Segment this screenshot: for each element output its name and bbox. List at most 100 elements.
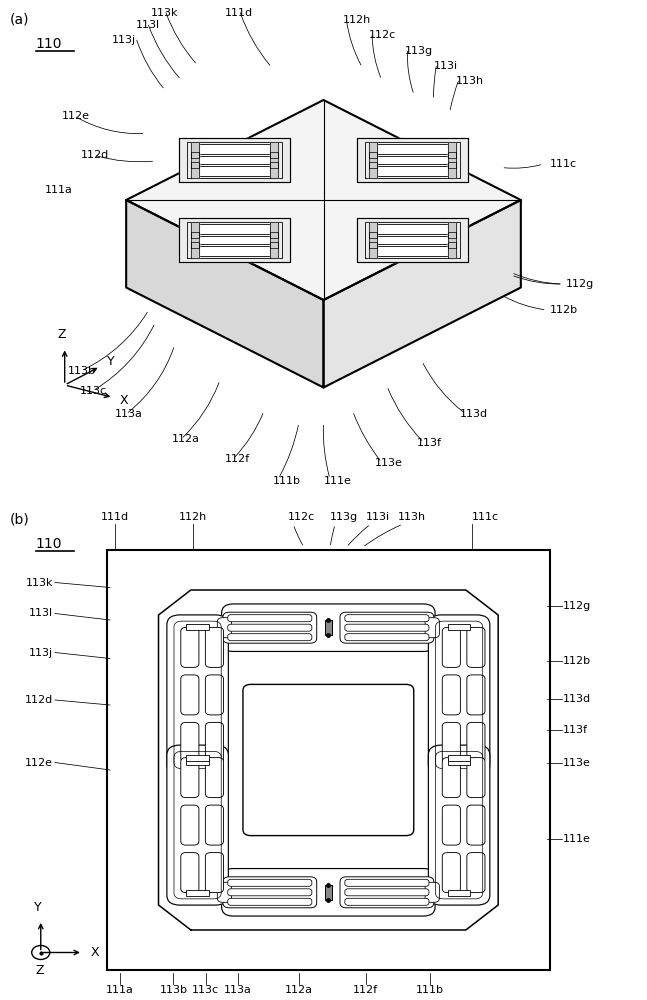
Text: 113d: 113d	[459, 409, 487, 419]
Bar	[186, 890, 209, 896]
FancyBboxPatch shape	[340, 612, 434, 643]
Polygon shape	[192, 152, 199, 168]
FancyBboxPatch shape	[217, 882, 232, 902]
Polygon shape	[192, 164, 278, 176]
FancyBboxPatch shape	[221, 604, 435, 651]
Polygon shape	[369, 222, 377, 238]
FancyBboxPatch shape	[345, 615, 429, 622]
Text: Z: Z	[35, 964, 44, 977]
FancyBboxPatch shape	[228, 889, 312, 896]
Text: 113h: 113h	[398, 512, 426, 522]
FancyBboxPatch shape	[228, 634, 312, 641]
FancyBboxPatch shape	[228, 879, 312, 886]
Polygon shape	[270, 222, 278, 238]
FancyBboxPatch shape	[205, 758, 223, 798]
Text: 113h: 113h	[456, 76, 484, 86]
FancyBboxPatch shape	[443, 627, 461, 667]
Bar	[186, 624, 209, 630]
Text: 113j: 113j	[112, 35, 136, 45]
FancyBboxPatch shape	[345, 898, 429, 905]
Polygon shape	[369, 144, 455, 156]
Text: Z: Z	[57, 328, 66, 342]
Polygon shape	[448, 232, 455, 248]
FancyBboxPatch shape	[467, 675, 485, 715]
Polygon shape	[448, 222, 455, 238]
Text: 111c: 111c	[472, 512, 499, 522]
Text: 113l: 113l	[135, 20, 160, 30]
Text: 113f: 113f	[563, 725, 588, 735]
Polygon shape	[192, 154, 278, 166]
Polygon shape	[369, 152, 377, 168]
Text: 113i: 113i	[366, 512, 389, 522]
FancyBboxPatch shape	[345, 634, 429, 641]
FancyBboxPatch shape	[443, 758, 461, 798]
FancyBboxPatch shape	[467, 805, 485, 845]
FancyBboxPatch shape	[467, 853, 485, 893]
Text: 110: 110	[36, 538, 62, 552]
Text: 112e: 112e	[61, 111, 89, 121]
Polygon shape	[192, 242, 199, 258]
Text: 113g: 113g	[404, 46, 432, 56]
Polygon shape	[369, 162, 377, 178]
FancyBboxPatch shape	[205, 627, 223, 667]
Bar	[325, 620, 332, 635]
FancyBboxPatch shape	[443, 805, 461, 845]
Text: 113a: 113a	[224, 985, 252, 995]
Polygon shape	[369, 244, 455, 256]
Text: Y: Y	[34, 901, 41, 914]
Polygon shape	[270, 242, 278, 258]
FancyBboxPatch shape	[205, 675, 223, 715]
Text: (a): (a)	[10, 12, 29, 26]
FancyBboxPatch shape	[425, 618, 439, 638]
Bar	[186, 759, 209, 765]
Text: 112f: 112f	[225, 454, 250, 464]
Text: 112f: 112f	[353, 985, 378, 995]
Text: 111a: 111a	[105, 985, 134, 995]
Text: 113l: 113l	[29, 608, 53, 618]
FancyBboxPatch shape	[205, 722, 223, 762]
Text: 112c: 112c	[288, 512, 315, 522]
FancyBboxPatch shape	[428, 745, 490, 905]
Text: 113k: 113k	[25, 578, 53, 587]
FancyBboxPatch shape	[223, 877, 317, 908]
Text: 113i: 113i	[433, 61, 457, 71]
FancyBboxPatch shape	[181, 805, 199, 845]
Polygon shape	[448, 152, 455, 168]
FancyBboxPatch shape	[217, 618, 232, 638]
Polygon shape	[448, 142, 455, 158]
Text: 112g: 112g	[566, 279, 595, 289]
Polygon shape	[270, 152, 278, 168]
FancyBboxPatch shape	[181, 675, 199, 715]
Text: 112a: 112a	[171, 434, 199, 444]
Polygon shape	[270, 162, 278, 178]
Text: 112h: 112h	[179, 512, 207, 522]
Text: 113e: 113e	[563, 758, 591, 768]
Text: 113b: 113b	[159, 985, 188, 995]
Text: 113c: 113c	[192, 985, 219, 995]
Text: 112h: 112h	[343, 15, 371, 25]
Polygon shape	[179, 218, 290, 262]
FancyBboxPatch shape	[428, 615, 490, 775]
Polygon shape	[179, 138, 290, 182]
Bar	[186, 755, 209, 761]
Text: 112e: 112e	[25, 758, 53, 768]
Polygon shape	[369, 242, 377, 258]
Text: X: X	[120, 393, 128, 406]
Text: 111b: 111b	[416, 985, 444, 995]
FancyBboxPatch shape	[223, 612, 317, 643]
Text: 113g: 113g	[330, 512, 358, 522]
Text: 113d: 113d	[563, 694, 591, 704]
Text: 113a: 113a	[115, 409, 143, 419]
Polygon shape	[192, 222, 199, 238]
FancyBboxPatch shape	[467, 758, 485, 798]
Polygon shape	[126, 100, 521, 300]
FancyBboxPatch shape	[167, 615, 228, 775]
FancyBboxPatch shape	[181, 722, 199, 762]
Text: 112b: 112b	[563, 656, 591, 666]
Text: 112c: 112c	[369, 30, 396, 40]
Text: 113c: 113c	[80, 386, 107, 396]
Polygon shape	[192, 142, 199, 158]
FancyBboxPatch shape	[443, 722, 461, 762]
FancyBboxPatch shape	[425, 882, 439, 902]
Polygon shape	[369, 142, 377, 158]
